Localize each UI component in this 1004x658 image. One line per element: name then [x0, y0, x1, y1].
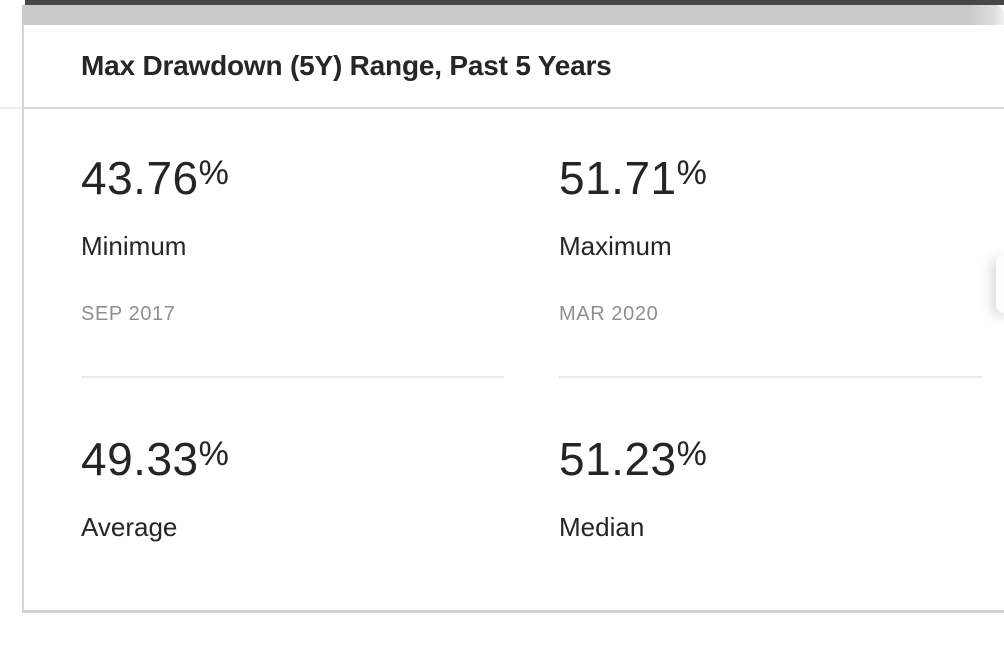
percent-sign: % [198, 154, 230, 192]
maximum-date: MAR 2020 [559, 303, 659, 326]
divider [81, 376, 504, 379]
stat-maximum: 51.71% Maximum MAR 2020 [559, 155, 982, 379]
maximum-label: Maximum [559, 231, 672, 261]
minimum-label: Minimum [81, 231, 187, 261]
minimum-value-number: 43.76 [81, 152, 199, 204]
stat-minimum: 43.76% Minimum SEP 2017 [81, 155, 504, 379]
max-drawdown-card: Max Drawdown (5Y) Range, Past 5 Years 43… [22, 25, 1004, 613]
card-body: 43.76% Minimum SEP 2017 51.71% Maximum M… [24, 109, 1004, 543]
floating-panel-edge[interactable] [996, 255, 1004, 313]
stats-grid: 43.76% Minimum SEP 2017 51.71% Maximum M… [81, 155, 1004, 543]
card-title: Max Drawdown (5Y) Range, Past 5 Years [81, 50, 612, 81]
divider [559, 376, 982, 379]
percent-sign: % [676, 154, 708, 192]
top-edge-bar [25, 0, 1004, 5]
average-label: Average [81, 512, 178, 543]
average-value: 49.33% [81, 436, 504, 482]
stat-average: 49.33% Average [81, 436, 504, 543]
average-value-number: 49.33 [81, 433, 199, 486]
header-rule-continuation [0, 107, 22, 109]
minimum-value: 43.76% [81, 155, 504, 201]
percent-sign: % [676, 435, 708, 474]
median-label: Median [559, 512, 645, 543]
minimum-date: SEP 2017 [81, 303, 176, 326]
maximum-value-number: 51.71 [559, 152, 677, 204]
maximum-value: 51.71% [559, 155, 982, 201]
scrolled-content-strip [22, 5, 1004, 25]
percent-sign: % [198, 435, 230, 474]
card-header: Max Drawdown (5Y) Range, Past 5 Years [24, 25, 1004, 109]
stat-median: 51.23% Median [559, 436, 982, 543]
median-value-number: 51.23 [559, 433, 677, 486]
median-value: 51.23% [559, 436, 982, 482]
